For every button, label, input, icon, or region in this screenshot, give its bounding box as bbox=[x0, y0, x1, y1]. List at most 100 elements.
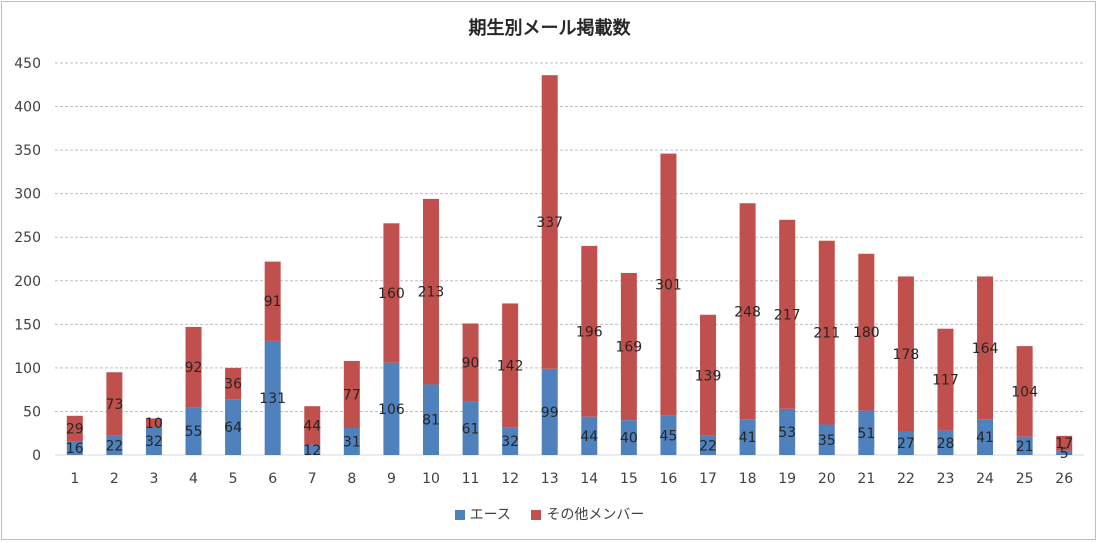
data-label-ace: 41 bbox=[739, 430, 757, 446]
x-tick-label: 25 bbox=[1016, 471, 1034, 487]
bar-other-members bbox=[897, 276, 914, 432]
bar-ace bbox=[858, 410, 875, 455]
data-label-other-members: 10 bbox=[145, 416, 163, 432]
bar-ace bbox=[502, 427, 519, 455]
x-tick-label: 16 bbox=[660, 471, 678, 487]
legend-label-other-members: その他メンバー bbox=[546, 507, 645, 523]
x-tick-label: 26 bbox=[1055, 471, 1073, 487]
data-label-ace: 55 bbox=[185, 424, 203, 440]
data-label-other-members: 160 bbox=[378, 286, 405, 302]
x-tick-label: 23 bbox=[937, 471, 955, 487]
bar-other-members bbox=[422, 198, 439, 385]
bar-other-members bbox=[937, 328, 954, 431]
bar-ace bbox=[818, 424, 835, 455]
y-tick-label: 450 bbox=[14, 56, 41, 72]
bar-other-members bbox=[106, 372, 123, 436]
bar-other-members bbox=[660, 153, 677, 416]
data-labels: 16 29 22 73 32 10 55 92 64 36 131 91 12 44 31 77 106 160 8… bbox=[66, 215, 1073, 462]
bar-other-members bbox=[818, 240, 835, 425]
x-axis-ticks: 1 2 3 4 5 6 7 8 9 10 11 12 13 14 15 16 17 18 19 20 21 22 23 24 2… bbox=[70, 471, 1073, 487]
data-label-ace: 22 bbox=[699, 438, 717, 454]
bar-other-members bbox=[620, 272, 637, 421]
x-tick-label: 21 bbox=[857, 471, 875, 487]
data-label-ace: 51 bbox=[857, 426, 875, 442]
bar-ace bbox=[304, 444, 321, 455]
data-label-ace: 41 bbox=[976, 430, 994, 446]
bar-ace bbox=[897, 431, 914, 455]
x-tick-label: 5 bbox=[229, 471, 238, 487]
data-label-ace: 81 bbox=[422, 413, 440, 429]
data-label-ace: 44 bbox=[580, 429, 598, 445]
x-tick-label: 10 bbox=[422, 471, 440, 487]
data-label-other-members: 169 bbox=[615, 340, 642, 356]
data-label-ace: 35 bbox=[818, 433, 836, 449]
bar-ace bbox=[779, 408, 796, 455]
y-axis-ticks: 0 50 100 150 200 250 300 350 400 450 bbox=[14, 56, 41, 464]
x-tick-label: 2 bbox=[110, 471, 119, 487]
bar-ace bbox=[937, 430, 954, 455]
bar-ace bbox=[581, 416, 598, 455]
y-tick-label: 300 bbox=[14, 187, 41, 203]
y-tick-label: 0 bbox=[32, 448, 41, 464]
bar-ace bbox=[106, 435, 123, 455]
legend-item-ace: エース bbox=[454, 504, 511, 524]
bar-ace bbox=[145, 427, 162, 455]
bar-ace bbox=[225, 399, 242, 455]
data-label-other-members: 90 bbox=[462, 356, 480, 372]
legend-swatch-ace bbox=[454, 510, 465, 520]
bar-ace bbox=[1056, 450, 1073, 455]
data-label-ace: 21 bbox=[1016, 439, 1034, 455]
bar-ace bbox=[700, 435, 717, 455]
data-label-ace: 28 bbox=[937, 436, 955, 452]
y-tick-label: 50 bbox=[23, 404, 41, 420]
y-tick-label: 150 bbox=[14, 317, 41, 333]
legend-label-ace: エース bbox=[469, 507, 511, 523]
legend-swatch-other-members bbox=[531, 510, 542, 520]
bar-other-members bbox=[581, 245, 598, 417]
data-label-other-members: 17 bbox=[1055, 436, 1073, 452]
bar-ace bbox=[66, 441, 83, 455]
x-tick-label: 22 bbox=[897, 471, 915, 487]
x-tick-label: 6 bbox=[268, 471, 277, 487]
bar-other-members bbox=[977, 276, 994, 420]
data-label-other-members: 213 bbox=[418, 285, 445, 301]
data-label-other-members: 211 bbox=[813, 326, 840, 342]
data-label-other-members: 180 bbox=[853, 325, 880, 341]
bars bbox=[66, 75, 1073, 455]
data-label-ace: 45 bbox=[660, 428, 678, 444]
data-label-other-members: 301 bbox=[655, 278, 682, 294]
x-tick-label: 12 bbox=[501, 471, 519, 487]
data-label-other-members: 139 bbox=[695, 368, 722, 384]
bar-other-members bbox=[700, 314, 717, 436]
bar-ace bbox=[343, 427, 360, 455]
chart-title: 期生別メール掲載数 bbox=[468, 18, 631, 39]
x-tick-label: 18 bbox=[739, 471, 757, 487]
data-label-other-members: 29 bbox=[66, 421, 84, 437]
data-label-other-members: 36 bbox=[224, 377, 242, 393]
x-tick-label: 8 bbox=[347, 471, 356, 487]
data-label-ace: 99 bbox=[541, 405, 559, 421]
data-label-other-members: 164 bbox=[972, 341, 999, 357]
bar-ace bbox=[1016, 436, 1033, 455]
data-label-other-members: 337 bbox=[536, 215, 563, 231]
data-label-other-members: 91 bbox=[264, 294, 282, 310]
bar-ace bbox=[977, 419, 994, 455]
bar-other-members bbox=[264, 261, 281, 341]
bar-other-members bbox=[502, 303, 519, 428]
x-tick-label: 24 bbox=[976, 471, 994, 487]
bar-ace bbox=[739, 419, 756, 455]
data-label-ace: 12 bbox=[303, 443, 321, 459]
bar-ace bbox=[462, 401, 479, 455]
x-tick-label: 14 bbox=[580, 471, 598, 487]
bar-ace bbox=[620, 420, 637, 455]
bar-ace bbox=[422, 384, 439, 455]
bar-other-members bbox=[225, 367, 242, 400]
x-tick-label: 19 bbox=[778, 471, 796, 487]
data-label-other-members: 117 bbox=[932, 373, 959, 389]
data-label-ace: 32 bbox=[145, 434, 163, 450]
data-label-ace: 5 bbox=[1060, 446, 1069, 462]
data-label-ace: 27 bbox=[897, 436, 915, 452]
data-label-other-members: 77 bbox=[343, 387, 361, 403]
data-label-other-members: 248 bbox=[734, 304, 761, 320]
x-tick-label: 11 bbox=[462, 471, 480, 487]
